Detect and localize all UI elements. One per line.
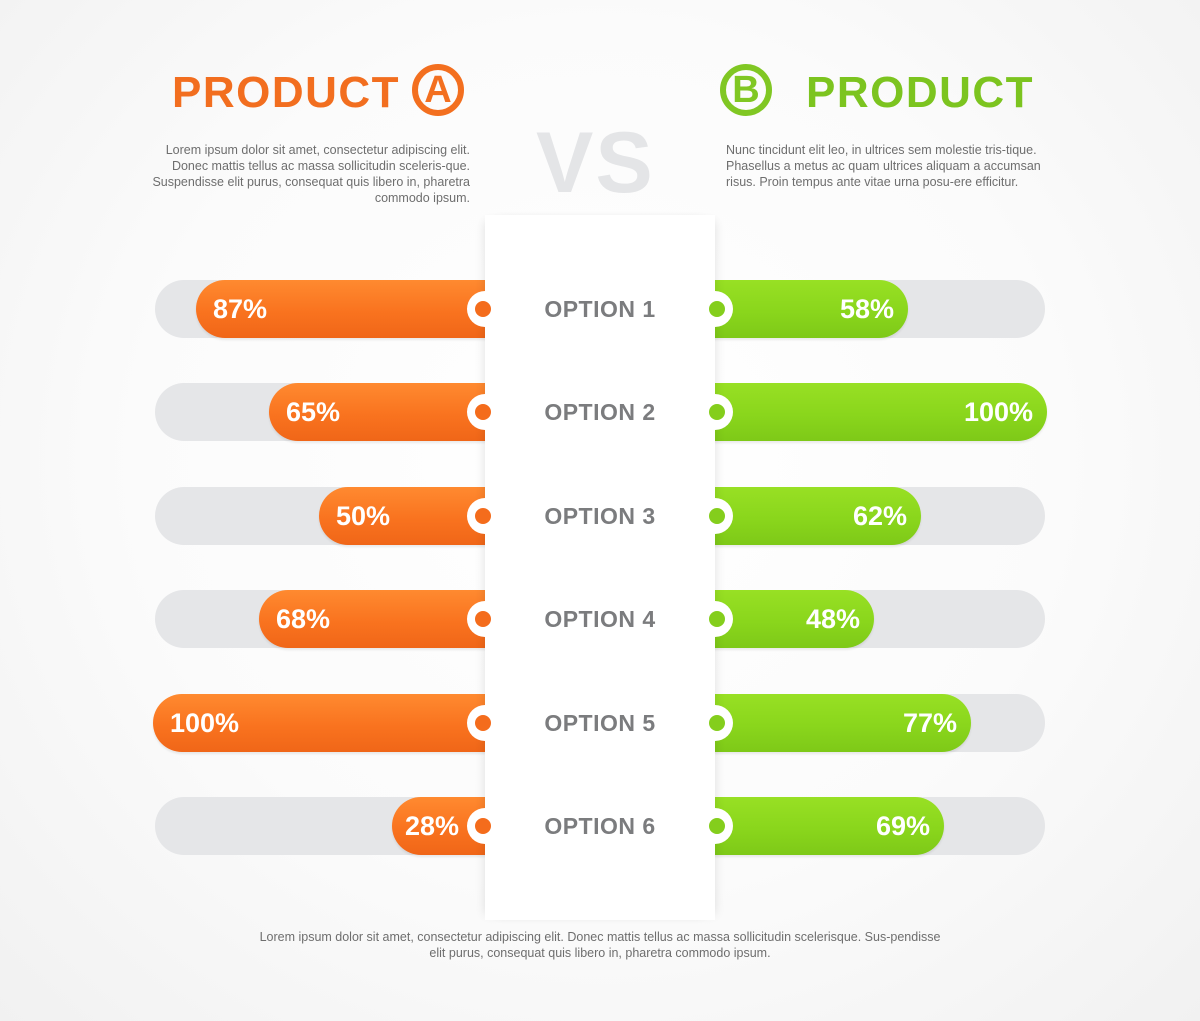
- product-a-bar: [319, 487, 495, 545]
- product-a-badge-icon: A: [412, 64, 464, 116]
- product-b-connector-dot-icon: [697, 394, 733, 430]
- product-b-value: 48%: [805, 604, 860, 634]
- product-a-bar: [259, 590, 495, 648]
- product-a-value: 50%: [336, 501, 391, 531]
- product-a-value: 87%: [213, 294, 268, 324]
- option-label: OPTION 3: [544, 503, 656, 529]
- option-label: OPTION 6: [544, 813, 656, 839]
- option-label: OPTION 5: [544, 710, 656, 736]
- product-b-badge-icon: B: [720, 64, 772, 116]
- product-b-connector-dot-icon: [697, 808, 733, 844]
- product-b-bar: [705, 280, 908, 338]
- product-b-value: 100%: [963, 397, 1033, 427]
- product-a-title: PRODUCT: [172, 68, 401, 117]
- product-a-value: 100%: [170, 708, 240, 738]
- product-a-value: 28%: [405, 811, 460, 841]
- product-a-connector-dot-icon: [467, 601, 503, 637]
- vs-label: VS: [536, 115, 655, 211]
- center-options-panel: [485, 215, 715, 920]
- product-b-connector-dot-icon: [697, 705, 733, 741]
- product-b-bar: [705, 590, 874, 648]
- product-b-bar: [705, 694, 971, 752]
- product-a-connector-dot-icon: [467, 291, 503, 327]
- product-a-bar: [153, 694, 495, 752]
- product-a-value: 68%: [276, 604, 331, 634]
- product-a-bar: [269, 383, 495, 441]
- product-a-connector-dot-icon: [467, 808, 503, 844]
- product-b-value: 69%: [875, 811, 930, 841]
- product-a-description: Lorem ipsum dolor sit amet, consectetur …: [152, 143, 470, 205]
- product-a-value: 65%: [286, 397, 341, 427]
- product-b-value: 77%: [902, 708, 957, 738]
- product-b-description: Nunc tincidunt elit leo, in ultrices sem…: [726, 143, 1041, 189]
- footer-text: Lorem ipsum dolor sit amet, consectetur …: [259, 930, 941, 960]
- product-b-connector-dot-icon: [697, 291, 733, 327]
- option-label: OPTION 1: [544, 296, 656, 322]
- product-b-value: 62%: [852, 501, 907, 531]
- product-b-bar: [705, 487, 921, 545]
- option-label: OPTION 2: [544, 399, 656, 425]
- product-a-connector-dot-icon: [467, 498, 503, 534]
- product-b-title: PRODUCT: [806, 68, 1035, 117]
- product-b-bar: [705, 797, 944, 855]
- product-b-value: 58%: [839, 294, 894, 324]
- product-a-bar: [196, 280, 495, 338]
- product-b-connector-dot-icon: [697, 498, 733, 534]
- product-a-connector-dot-icon: [467, 394, 503, 430]
- option-label: OPTION 4: [544, 606, 656, 632]
- product-a-connector-dot-icon: [467, 705, 503, 741]
- product-b-bar: [705, 383, 1047, 441]
- product-b-connector-dot-icon: [697, 601, 733, 637]
